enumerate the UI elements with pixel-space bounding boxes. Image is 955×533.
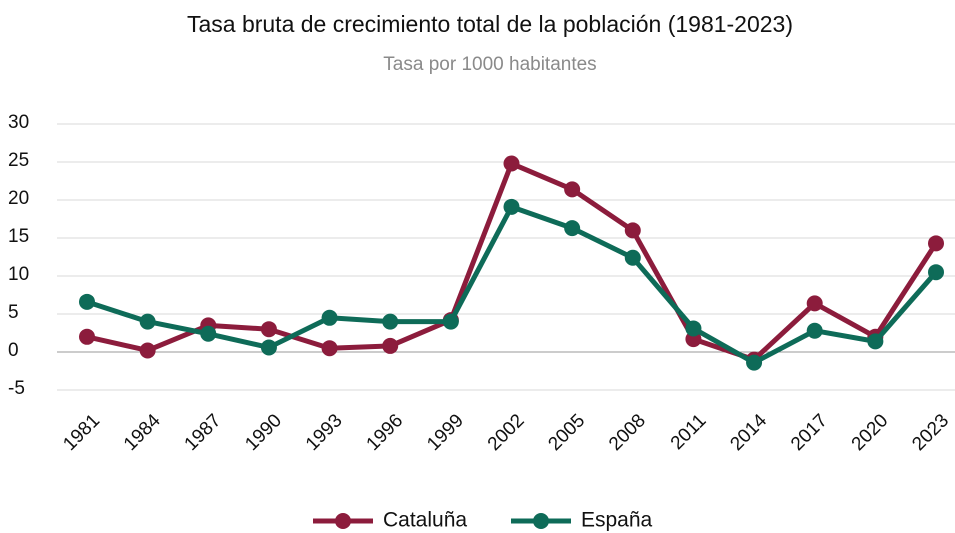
data-point: [79, 328, 95, 345]
x-tick-label: 2020: [848, 410, 893, 455]
data-point: [442, 313, 459, 330]
data-point: [685, 320, 702, 337]
data-point: [382, 313, 399, 330]
y-tick-label: 5: [8, 302, 19, 323]
data-point: [746, 354, 763, 371]
y-tick-label: 10: [8, 264, 29, 285]
legend-label: Cataluña: [383, 509, 467, 532]
x-tick-label: 2005: [544, 410, 589, 455]
x-tick-label: 2014: [726, 410, 771, 455]
x-tick-label: 1996: [363, 410, 408, 455]
data-point: [624, 222, 641, 239]
data-point: [260, 321, 277, 338]
data-point: [139, 313, 156, 330]
data-point: [564, 181, 581, 198]
x-tick-label: 2017: [787, 410, 832, 455]
data-point: [806, 295, 823, 312]
y-tick-label: 30: [8, 112, 29, 133]
data-point: [624, 249, 641, 266]
data-point: [503, 198, 520, 215]
x-tick-label: 1981: [59, 410, 104, 455]
y-tick-label: -5: [8, 378, 25, 399]
data-point: [200, 325, 217, 342]
data-point: [260, 339, 277, 356]
y-tick-label: 20: [8, 188, 29, 209]
x-tick-label: 1999: [423, 410, 468, 455]
data-point: [806, 322, 823, 339]
data-point: [564, 220, 581, 237]
chart-subtitle: Tasa por 1000 habitantes: [383, 54, 596, 75]
data-point: [79, 293, 95, 310]
x-tick-label: 1984: [120, 410, 165, 455]
data-point: [321, 340, 338, 357]
data-point: [867, 333, 884, 350]
y-tick-label: 25: [8, 150, 29, 171]
x-tick-label: 1993: [302, 410, 347, 455]
legend-label: España: [581, 509, 653, 532]
data-point: [928, 264, 944, 281]
x-tick-label: 2011: [667, 410, 711, 454]
x-tick-label: 2008: [605, 410, 650, 455]
chart-title: Tasa bruta de crecimiento total de la po…: [187, 11, 793, 37]
x-tick-label: 2002: [484, 410, 529, 455]
data-point: [321, 309, 338, 326]
data-point: [382, 337, 399, 354]
y-tick-label: 0: [8, 340, 19, 361]
legend-marker: [533, 513, 549, 529]
series-line: [86, 204, 938, 366]
x-tick-label: 2023: [908, 410, 953, 455]
data-point: [139, 342, 156, 359]
y-tick-label: 15: [8, 226, 29, 247]
x-tick-label: 1990: [241, 410, 286, 455]
x-tick-label: 1987: [181, 410, 226, 455]
data-point: [928, 235, 944, 252]
legend-marker: [335, 513, 351, 529]
data-point: [503, 155, 520, 172]
